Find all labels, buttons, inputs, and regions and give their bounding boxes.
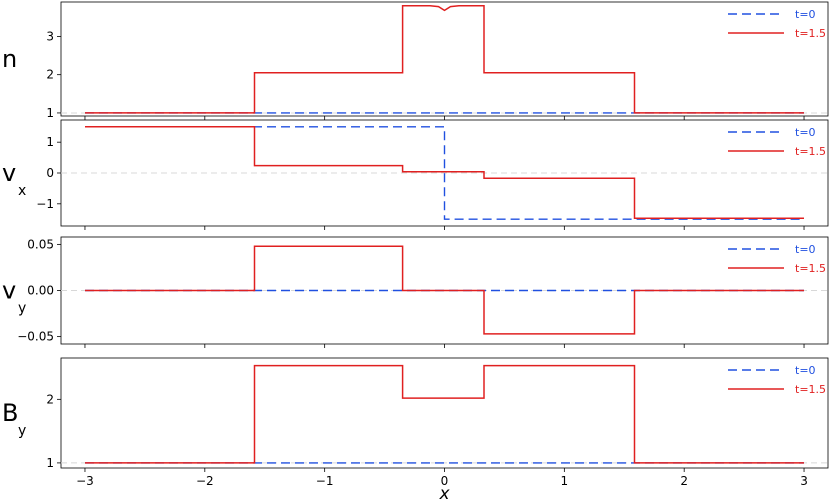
series-line-t1-5 xyxy=(85,126,804,220)
y-tick-label: −1 xyxy=(36,197,54,211)
x-tick-label: −3 xyxy=(76,474,94,488)
panel-2: −0.05 0.00 0.05 vy t=0 t=1.5 xyxy=(2,236,829,348)
panel-label-subscript: y xyxy=(18,423,26,439)
panel-label-subscript: y xyxy=(18,301,26,317)
y-tick-label: 2 xyxy=(46,392,54,406)
series-line-t1-5 xyxy=(85,245,804,335)
series-line-t1-5 xyxy=(85,364,804,464)
panel-label: v xyxy=(2,277,16,305)
x-tick-label: 0 xyxy=(441,474,449,488)
panel-3: 1 2 −3 −2 −1 0 1 2 3 x By t=0 t=1.5 xyxy=(2,357,829,503)
legend-label: t=0 xyxy=(795,8,816,21)
y-tick-label: 3 xyxy=(46,29,54,43)
x-tick-label: 2 xyxy=(680,474,688,488)
x-tick-label: 1 xyxy=(561,474,569,488)
legend-label: t=1.5 xyxy=(795,27,826,40)
y-tick-label: 1 xyxy=(46,456,54,470)
legend-label: t=0 xyxy=(795,243,816,256)
legend-label: t=1.5 xyxy=(795,383,826,396)
panel-label: n xyxy=(2,45,17,73)
axes-frame xyxy=(60,1,829,117)
y-tick-label: 0 xyxy=(46,166,54,180)
axes-frame xyxy=(60,357,829,469)
x-tick-label: −2 xyxy=(196,474,214,488)
y-tick-label: −0.05 xyxy=(17,330,54,344)
legend-label: t=1.5 xyxy=(795,145,826,158)
panel-label-subscript: x xyxy=(18,183,26,199)
panel-label: v xyxy=(2,159,16,187)
panel-0: 1 2 3 n t=0 t=1.5 xyxy=(2,1,829,120)
legend-label: t=1.5 xyxy=(795,262,826,275)
y-tick-label: 0.00 xyxy=(27,284,54,298)
series-line-t0 xyxy=(85,126,804,220)
y-tick-label: 2 xyxy=(46,68,54,82)
x-axis-label: x xyxy=(438,484,450,503)
x-tick-label: −1 xyxy=(316,474,334,488)
legend-label: t=0 xyxy=(795,126,816,139)
x-tick-label: 3 xyxy=(800,474,808,488)
y-tick-label: 0.05 xyxy=(27,237,54,251)
legend-label: t=0 xyxy=(795,364,816,377)
y-tick-label: 1 xyxy=(46,106,54,120)
y-tick-label: 1 xyxy=(46,135,54,149)
panel-label: B xyxy=(2,399,18,427)
panel-1: −1 0 1 vx t=0 t=1.5 xyxy=(2,119,829,230)
series-line-t1-5 xyxy=(85,5,804,114)
